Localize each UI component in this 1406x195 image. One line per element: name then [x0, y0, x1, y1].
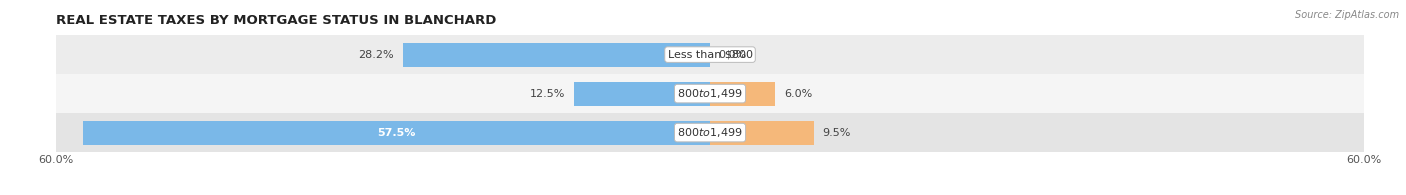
- Text: REAL ESTATE TAXES BY MORTGAGE STATUS IN BLANCHARD: REAL ESTATE TAXES BY MORTGAGE STATUS IN …: [56, 14, 496, 27]
- Text: $800 to $1,499: $800 to $1,499: [678, 87, 742, 100]
- Text: 28.2%: 28.2%: [359, 50, 394, 60]
- Text: 0.0%: 0.0%: [718, 50, 747, 60]
- Text: 9.5%: 9.5%: [823, 128, 851, 138]
- Text: 12.5%: 12.5%: [530, 89, 565, 99]
- Text: 6.0%: 6.0%: [785, 89, 813, 99]
- Bar: [402, 43, 710, 67]
- Bar: [710, 121, 814, 145]
- Bar: [56, 74, 1364, 113]
- Bar: [83, 121, 710, 145]
- Bar: [710, 82, 776, 106]
- Bar: [574, 82, 710, 106]
- Bar: [56, 35, 1364, 74]
- Text: $800 to $1,499: $800 to $1,499: [678, 126, 742, 139]
- Text: Less than $800: Less than $800: [668, 50, 752, 60]
- Text: Source: ZipAtlas.com: Source: ZipAtlas.com: [1295, 10, 1399, 20]
- Bar: [56, 113, 1364, 152]
- Text: 57.5%: 57.5%: [378, 128, 416, 138]
